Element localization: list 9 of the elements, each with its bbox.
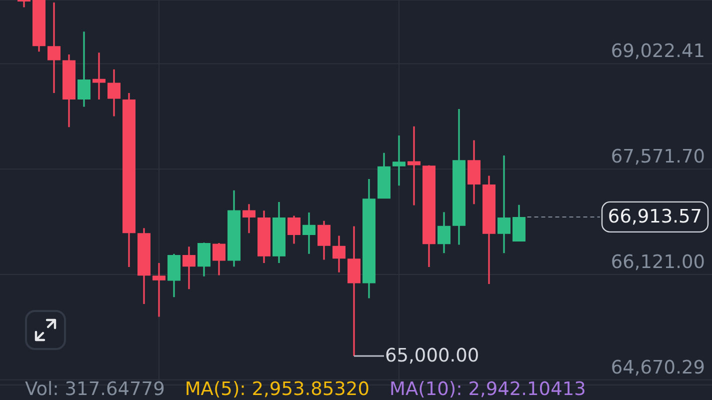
annotation: Vol: 317.64779	[25, 379, 165, 400]
annotation: MA(10): 2,942.10413	[389, 379, 586, 400]
y-tick-label: 66,121.00	[610, 252, 705, 274]
y-tick-label: 69,022.41	[610, 41, 705, 62]
y-tick-label: 67,571.70	[610, 146, 705, 168]
annotation: MA(5): 2,953.85320	[184, 379, 370, 400]
ref-line-label: 66,913.57	[608, 206, 702, 228]
y-tick-label: 64,670.29	[610, 357, 705, 378]
annotation: 65,000.00	[385, 345, 480, 366]
